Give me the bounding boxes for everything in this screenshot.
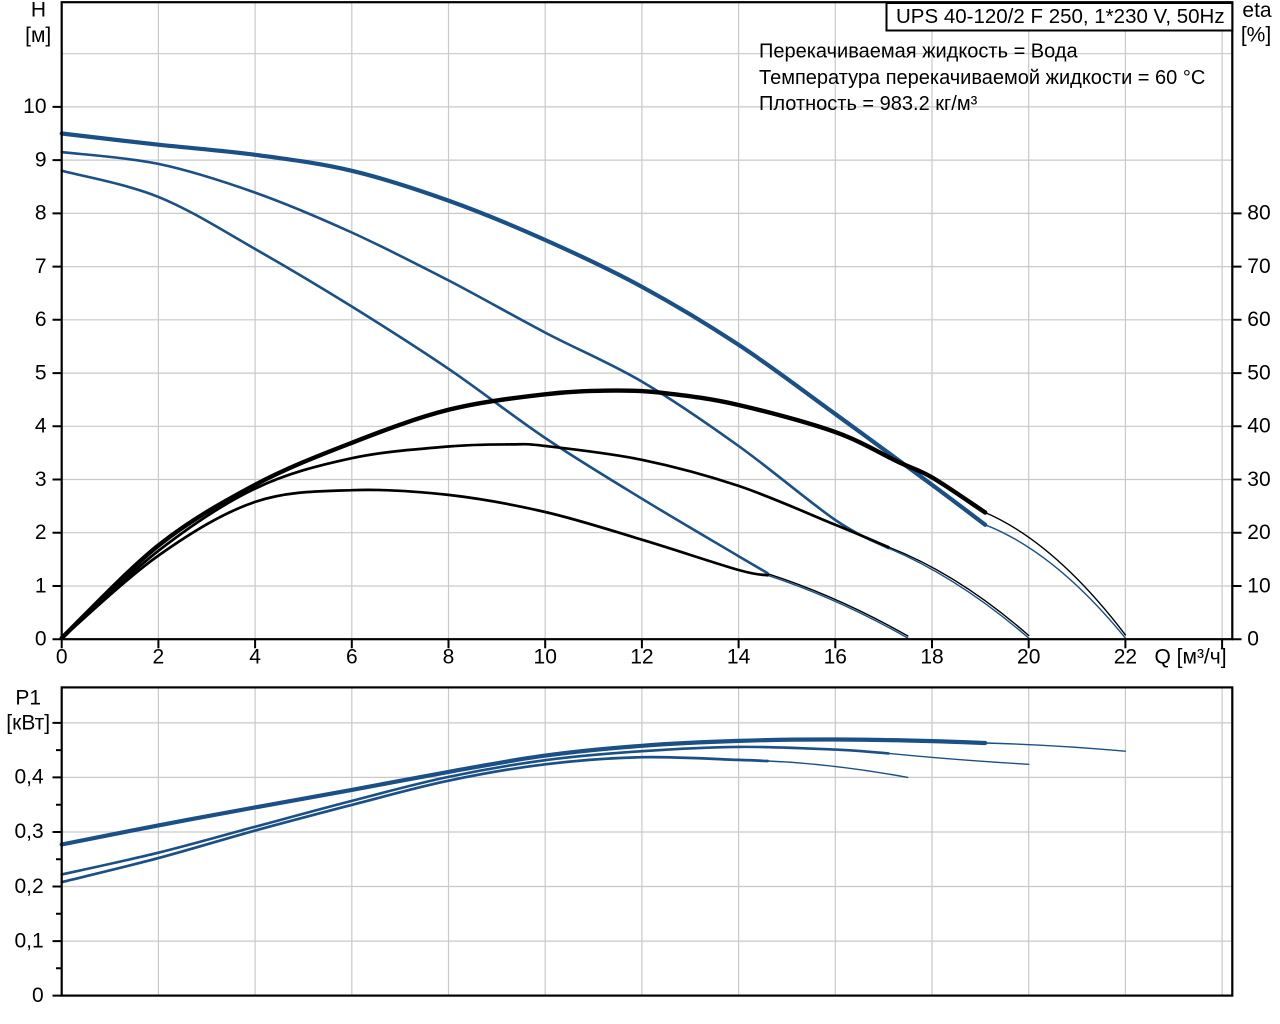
svg-text:5: 5 — [35, 361, 47, 384]
svg-text:9: 9 — [35, 148, 47, 171]
svg-text:Перекачиваемая жидкость = Вода: Перекачиваемая жидкость = Вода — [759, 41, 1079, 63]
svg-text:Температура перекачиваемой жид: Температура перекачиваемой жидкости = 60… — [759, 67, 1205, 89]
svg-text:UPS 40-120/2 F 250, 1*230 V, 5: UPS 40-120/2 F 250, 1*230 V, 50Hz — [896, 5, 1225, 28]
svg-text:[%]: [%] — [1241, 24, 1271, 47]
svg-text:Плотность = 983.2 кг/м³: Плотность = 983.2 кг/м³ — [759, 93, 978, 115]
svg-text:H: H — [31, 0, 46, 22]
svg-text:7: 7 — [35, 255, 47, 278]
svg-text:0: 0 — [32, 984, 44, 1007]
svg-text:20: 20 — [1017, 646, 1040, 669]
svg-text:10: 10 — [23, 95, 46, 118]
svg-text:10: 10 — [534, 646, 557, 669]
svg-text:10: 10 — [1247, 574, 1270, 597]
svg-text:0: 0 — [1247, 628, 1259, 651]
svg-text:50: 50 — [1247, 361, 1270, 384]
svg-text:30: 30 — [1247, 468, 1270, 491]
svg-text:16: 16 — [824, 646, 847, 669]
svg-text:0,1: 0,1 — [14, 929, 43, 952]
svg-text:1: 1 — [35, 574, 47, 597]
svg-text:70: 70 — [1247, 255, 1270, 278]
svg-text:18: 18 — [920, 646, 943, 669]
svg-text:[м]: [м] — [25, 24, 51, 47]
svg-text:60: 60 — [1247, 308, 1270, 331]
svg-text:4: 4 — [35, 415, 47, 438]
svg-text:2: 2 — [153, 646, 165, 669]
svg-text:0,4: 0,4 — [14, 766, 44, 789]
svg-text:14: 14 — [727, 646, 751, 669]
svg-text:P1: P1 — [15, 687, 41, 710]
svg-text:12: 12 — [630, 646, 653, 669]
svg-text:6: 6 — [346, 646, 358, 669]
svg-text:3: 3 — [35, 468, 47, 491]
svg-text:0,2: 0,2 — [14, 875, 43, 898]
svg-text:8: 8 — [35, 202, 47, 225]
svg-text:Q [м³/ч]: Q [м³/ч] — [1155, 646, 1227, 669]
svg-text:6: 6 — [35, 308, 47, 331]
svg-text:0,3: 0,3 — [14, 820, 43, 843]
svg-text:0: 0 — [35, 628, 47, 651]
svg-text:eta: eta — [1242, 0, 1272, 22]
svg-text:8: 8 — [443, 646, 455, 669]
svg-text:40: 40 — [1247, 415, 1270, 438]
svg-text:0: 0 — [56, 646, 68, 669]
svg-text:[кВт]: [кВт] — [6, 711, 50, 734]
svg-text:2: 2 — [35, 521, 47, 544]
svg-text:22: 22 — [1114, 646, 1137, 669]
svg-text:4: 4 — [249, 646, 261, 669]
svg-text:80: 80 — [1247, 202, 1270, 225]
svg-text:20: 20 — [1247, 521, 1270, 544]
